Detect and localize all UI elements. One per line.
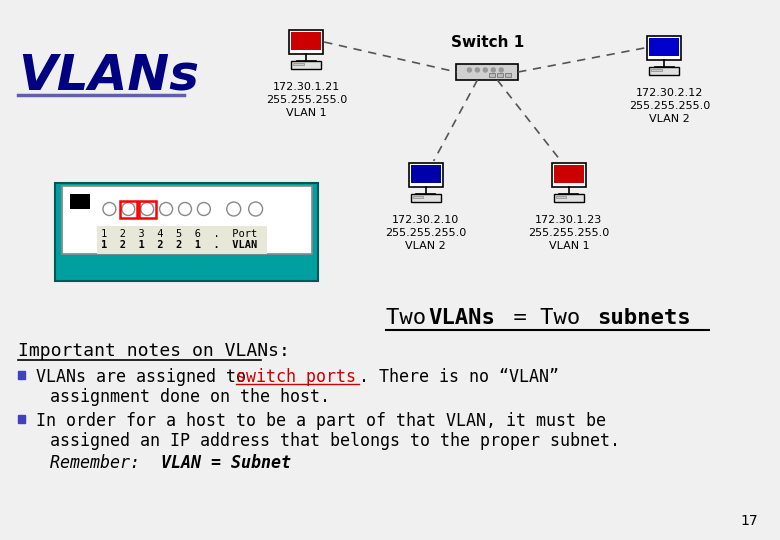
Text: 1  2  3  4  5  6  .  Port: 1 2 3 4 5 6 . Port xyxy=(101,229,257,239)
Bar xyxy=(120,201,136,218)
Bar xyxy=(291,32,321,50)
Text: In order for a host to be a part of that VLAN, it must be: In order for a host to be a part of that… xyxy=(36,412,606,430)
Bar xyxy=(456,64,518,80)
Circle shape xyxy=(160,202,172,215)
Bar xyxy=(554,194,584,201)
Bar xyxy=(18,415,25,423)
Circle shape xyxy=(491,68,495,72)
Circle shape xyxy=(475,68,480,72)
Text: Two: Two xyxy=(386,308,439,328)
Bar xyxy=(651,69,661,71)
Bar xyxy=(409,163,443,187)
Bar xyxy=(554,165,584,184)
Text: . There is no “VLAN”: . There is no “VLAN” xyxy=(359,368,559,386)
Text: Remember:: Remember: xyxy=(50,454,160,472)
Bar xyxy=(410,165,441,184)
Circle shape xyxy=(197,202,211,215)
Text: Important notes on VLANs:: Important notes on VLANs: xyxy=(18,342,290,360)
Circle shape xyxy=(249,202,263,216)
Text: VLANs are assigned to: VLANs are assigned to xyxy=(36,368,256,386)
Text: VLANs: VLANs xyxy=(18,52,199,100)
Bar xyxy=(649,67,679,75)
Bar xyxy=(489,73,495,77)
Text: 172.30.2.10
255.255.255.0
VLAN 2: 172.30.2.10 255.255.255.0 VLAN 2 xyxy=(385,215,466,252)
Bar xyxy=(62,186,312,254)
Circle shape xyxy=(179,202,191,215)
Circle shape xyxy=(103,202,116,215)
Text: subnets: subnets xyxy=(597,308,690,328)
Bar xyxy=(289,30,324,55)
Text: 17: 17 xyxy=(740,514,758,528)
Circle shape xyxy=(140,202,154,215)
Text: = Two: = Two xyxy=(500,308,594,328)
Text: switch ports: switch ports xyxy=(236,368,356,386)
Text: 1  2  1  2  2  1  .  VLAN: 1 2 1 2 2 1 . VLAN xyxy=(101,240,257,250)
Circle shape xyxy=(467,68,471,72)
Text: VLAN = Subnet: VLAN = Subnet xyxy=(161,454,291,472)
Bar xyxy=(69,194,90,209)
Text: 172.30.1.23
255.255.255.0
VLAN 1: 172.30.1.23 255.255.255.0 VLAN 1 xyxy=(528,215,609,252)
Bar xyxy=(498,73,503,77)
Bar xyxy=(55,183,318,281)
Bar xyxy=(647,36,682,60)
Text: assignment done on the host.: assignment done on the host. xyxy=(50,388,330,406)
Bar xyxy=(410,194,441,201)
Circle shape xyxy=(484,68,488,72)
Circle shape xyxy=(122,202,135,215)
Bar xyxy=(552,163,586,187)
Bar xyxy=(293,63,303,65)
Bar xyxy=(98,226,267,254)
Bar xyxy=(505,73,511,77)
Text: VLANs: VLANs xyxy=(429,308,495,328)
Text: 172.30.2.12
255.255.255.0
VLAN 2: 172.30.2.12 255.255.255.0 VLAN 2 xyxy=(629,88,710,124)
Bar xyxy=(649,38,679,56)
Circle shape xyxy=(227,202,241,216)
Bar xyxy=(291,61,321,69)
Text: Switch 1: Switch 1 xyxy=(451,35,524,50)
Circle shape xyxy=(499,68,503,72)
Bar xyxy=(413,196,423,198)
Text: assigned an IP address that belongs to the proper subnet.: assigned an IP address that belongs to t… xyxy=(50,432,620,450)
Bar xyxy=(556,196,566,198)
Text: 172.30.1.21
255.255.255.0
VLAN 1: 172.30.1.21 255.255.255.0 VLAN 1 xyxy=(266,82,347,118)
Bar xyxy=(18,371,25,379)
Bar xyxy=(139,201,156,218)
